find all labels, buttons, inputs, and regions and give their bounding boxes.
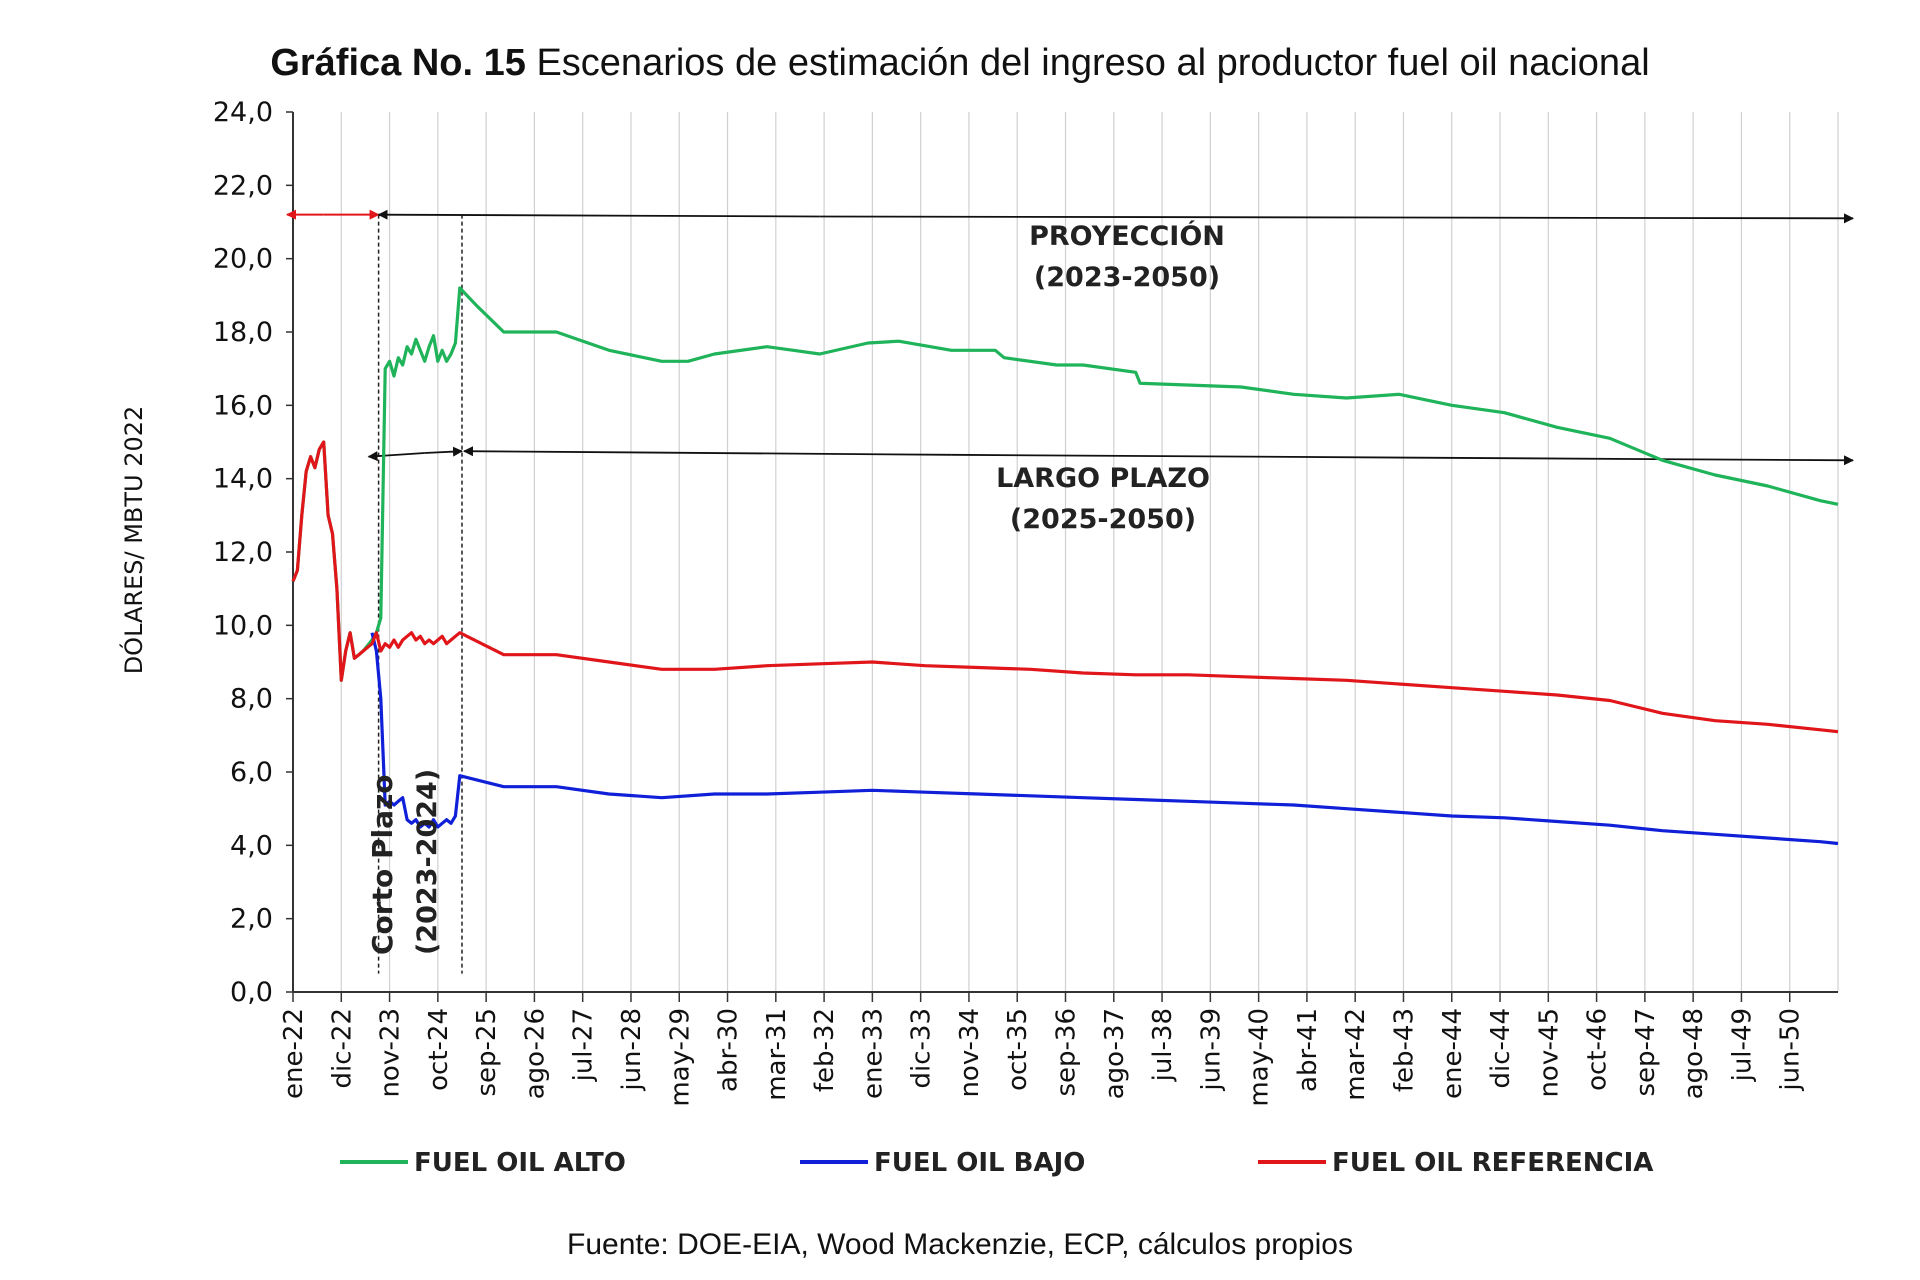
y-tick-label: 24,0 xyxy=(213,97,273,128)
x-tick-label: may-40 xyxy=(1245,1008,1275,1107)
x-tick-label: abr-30 xyxy=(714,1008,744,1092)
x-tick-label: ago-48 xyxy=(1679,1008,1709,1099)
x-tick-label: ene-44 xyxy=(1438,1008,1468,1099)
series-line-fuel-oil-bajo xyxy=(370,632,1839,846)
legend-label-referencia: FUEL OIL REFERENCIA xyxy=(1332,1148,1653,1178)
x-tick-label: jun-39 xyxy=(1196,1008,1226,1092)
x-tick-label: sep-25 xyxy=(472,1008,502,1097)
annotation-largo-plazo-title: LARGO PLAZO xyxy=(996,463,1210,494)
long-term-arrow-left xyxy=(462,446,952,457)
y-axis-label: DÓLARES/ MBTU 2022 xyxy=(118,406,148,675)
x-tick-label: jul-49 xyxy=(1727,1008,1757,1082)
axis-layer: ene-22 dic-22 nov-23 oct-24 sep-25 ago-26 jul-… xyxy=(213,97,1838,1107)
y-tick-label: 10,0 xyxy=(213,610,273,641)
y-tick-label: 20,0 xyxy=(213,244,273,275)
annotation-proyeccion-title: PROYECCIÓN xyxy=(1029,220,1225,252)
source-note: Fuente: DOE-EIA, Wood Mackenzie, ECP, cá… xyxy=(567,1228,1353,1261)
y-tick-label: 6,0 xyxy=(230,757,273,788)
x-tick-label: feb-43 xyxy=(1389,1008,1419,1092)
x-tick-label: jul-27 xyxy=(569,1008,599,1082)
projection-arrow-left xyxy=(377,209,820,220)
y-tick-label: 2,0 xyxy=(230,904,273,935)
y-tick-label: 16,0 xyxy=(213,390,273,421)
chart-title: Gráfica No. 15 Escenarios de estimación … xyxy=(0,42,1920,85)
annotation-proyeccion-years: (2023-2050) xyxy=(1034,262,1220,293)
x-tick-label: dic-44 xyxy=(1486,1008,1516,1089)
annotation-corto-plazo-title: Corto Plazo xyxy=(366,774,399,955)
x-tick-label: nov-45 xyxy=(1534,1008,1564,1098)
x-tick-label: ago-37 xyxy=(1100,1008,1130,1099)
labels-layer: DÓLARES/ MBTU 2022 PROYECCIÓN (2023-2050… xyxy=(118,220,1225,955)
x-tick-label: jun-50 xyxy=(1776,1008,1806,1092)
legend-label-alto: FUEL OIL ALTO xyxy=(414,1148,626,1178)
x-tick-label: mar-42 xyxy=(1341,1008,1371,1101)
x-tick-label: oct-35 xyxy=(1003,1008,1033,1091)
x-tick-label: mar-31 xyxy=(762,1008,792,1101)
annotation-layer xyxy=(286,209,1854,974)
short-term-arrow-left xyxy=(367,451,425,462)
legend-label-bajo: FUEL OIL BAJO xyxy=(874,1148,1085,1178)
x-tick-label: oct-46 xyxy=(1583,1008,1613,1091)
y-tick-label: 8,0 xyxy=(230,684,273,715)
x-tick-label: ene-33 xyxy=(858,1008,888,1099)
x-tick-label: feb-32 xyxy=(810,1008,840,1092)
y-tick-label: 0,0 xyxy=(230,977,273,1008)
projection-arrow-right xyxy=(819,213,1854,224)
chart-title-rest: Escenarios de estimación del ingreso al … xyxy=(536,42,1650,84)
y-tick-label: 4,0 xyxy=(230,830,273,861)
x-tick-label: nov-34 xyxy=(955,1008,985,1098)
x-tick-label: jun-28 xyxy=(617,1008,647,1092)
chart-title-bold: Gráfica No. 15 xyxy=(270,42,526,84)
series-layer xyxy=(291,286,1839,846)
x-tick-label: oct-24 xyxy=(424,1008,454,1091)
long-term-arrow-right xyxy=(951,453,1854,466)
grid-layer xyxy=(292,112,1839,992)
x-tick-label: may-29 xyxy=(665,1008,695,1107)
y-tick-label: 12,0 xyxy=(213,537,273,568)
y-tick-label: 22,0 xyxy=(213,170,273,201)
y-tick-label: 18,0 xyxy=(213,317,273,348)
x-tick-label: sep-47 xyxy=(1631,1008,1661,1097)
y-tick-label: 14,0 xyxy=(213,464,273,495)
series-line-fuel-oil-referencia xyxy=(291,440,1839,734)
x-tick-label: dic-22 xyxy=(327,1008,357,1089)
annotation-corto-plazo-years: (2023-2024) xyxy=(412,769,443,955)
x-tick-label: dic-33 xyxy=(907,1008,937,1089)
legend: FUEL OIL ALTO FUEL OIL BAJO FUEL OIL REF… xyxy=(340,1148,1653,1178)
x-tick-label: jul-38 xyxy=(1148,1008,1178,1082)
x-tick-label: ago-26 xyxy=(520,1008,550,1099)
x-tick-label: nov-23 xyxy=(376,1008,406,1098)
x-tick-label: abr-41 xyxy=(1293,1008,1323,1092)
x-tick-label: sep-36 xyxy=(1052,1008,1082,1097)
short-term-arrow-right xyxy=(424,446,463,457)
x-tick-label: ene-22 xyxy=(279,1008,309,1099)
annotation-largo-plazo-years: (2025-2050) xyxy=(1010,504,1196,535)
